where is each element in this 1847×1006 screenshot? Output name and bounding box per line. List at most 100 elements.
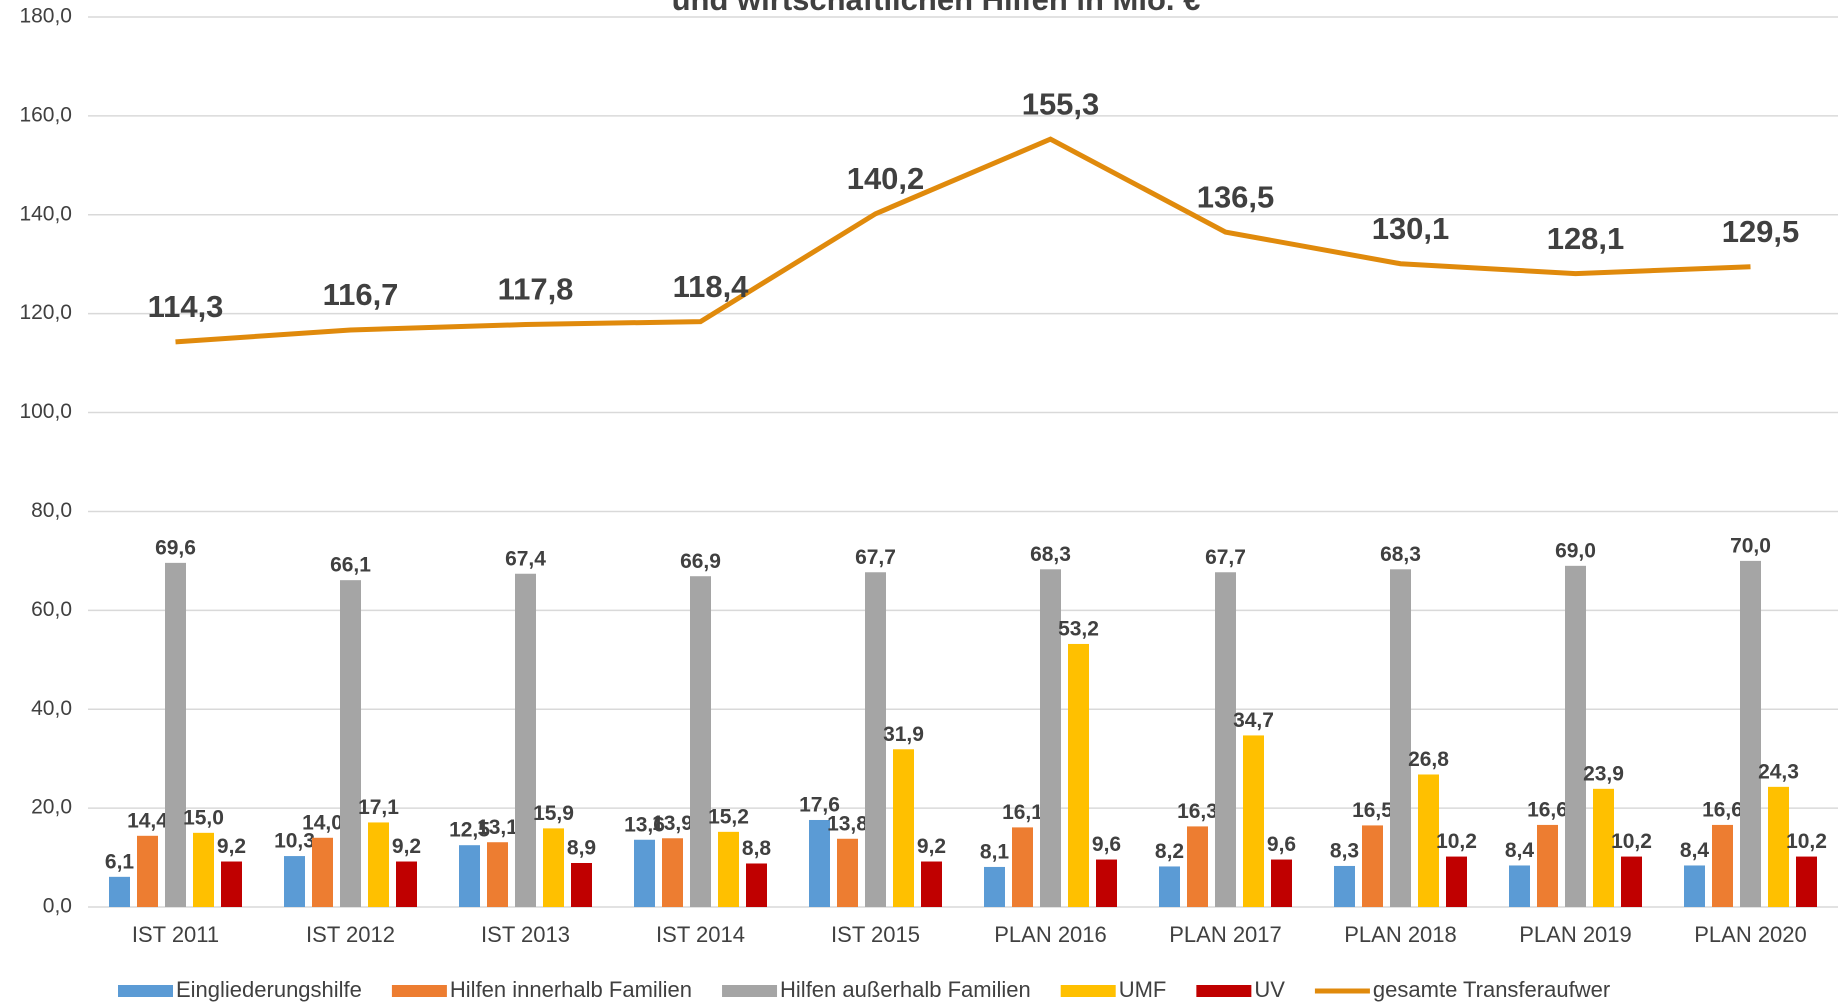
bar: [1446, 857, 1467, 907]
bar: [1712, 825, 1733, 907]
bar: [109, 877, 130, 907]
bar: [137, 836, 158, 907]
bar-value-label: 70,0: [1730, 534, 1771, 557]
bar-value-label: 16,5: [1352, 799, 1393, 822]
line-value-label: 130,1: [1372, 211, 1450, 246]
bar: [837, 839, 858, 907]
bar-value-label: 16,6: [1527, 798, 1568, 821]
line-value-label: 129,5: [1722, 214, 1800, 249]
bar-value-label: 13,1: [477, 816, 518, 839]
bar-value-label: 8,1: [980, 840, 1010, 863]
bar-value-label: 34,7: [1233, 709, 1274, 732]
bar-value-label: 9,2: [392, 835, 421, 858]
bar: [1012, 827, 1033, 907]
bar: [690, 576, 711, 907]
bar-value-label: 68,3: [1380, 543, 1421, 566]
y-tick-label: 100,0: [19, 400, 72, 423]
bar-value-label: 26,8: [1408, 748, 1449, 771]
line-value-label: 128,1: [1547, 221, 1625, 256]
bar-value-label: 16,1: [1002, 801, 1043, 824]
bar: [543, 828, 564, 907]
bar-value-label: 9,2: [917, 835, 946, 858]
bar-value-label: 67,7: [1205, 546, 1246, 569]
line-value-label: 116,7: [323, 277, 399, 312]
line-value-label: 114,3: [148, 289, 224, 324]
bar: [312, 838, 333, 907]
y-tick-label: 40,0: [31, 697, 72, 720]
y-tick-label: 80,0: [31, 499, 72, 522]
bar: [1796, 857, 1817, 907]
bar-value-label: 16,6: [1702, 798, 1743, 821]
bar-value-label: 69,0: [1555, 539, 1596, 562]
bar: [1096, 860, 1117, 907]
bar-value-label: 6,1: [105, 850, 135, 873]
x-tick-label: PLAN 2017: [1169, 922, 1282, 947]
bar-value-label: 68,3: [1030, 543, 1071, 566]
bar-value-label: 24,3: [1758, 760, 1799, 783]
legend-swatch: [722, 985, 777, 997]
bar-value-label: 10,2: [1436, 830, 1477, 853]
bar-value-label: 8,3: [1330, 840, 1359, 863]
y-tick-label: 120,0: [19, 301, 72, 324]
x-tick-label: IST 2011: [132, 922, 219, 947]
bar: [1621, 857, 1642, 907]
legend-swatch: [392, 985, 447, 997]
line: [176, 139, 1751, 342]
bar: [487, 842, 508, 907]
bar: [1068, 644, 1089, 907]
legend-label: Eingliederungshilfe: [176, 977, 362, 1002]
bar-value-label: 17,1: [358, 796, 399, 819]
legend-label: Hilfen innerhalb Familien: [450, 977, 692, 1002]
bar-value-label: 9,6: [1092, 833, 1121, 856]
y-tick-label: 140,0: [19, 202, 72, 225]
bar-value-label: 13,9: [652, 812, 693, 835]
y-tick-label: 60,0: [31, 598, 72, 621]
legend-swatch: [1196, 985, 1251, 997]
x-tick-label: IST 2015: [831, 922, 920, 947]
bar: [1334, 866, 1355, 907]
bar-value-label: 23,9: [1583, 762, 1624, 785]
legend-swatch: [118, 985, 173, 997]
legend-label: UV: [1254, 977, 1285, 1002]
bar: [1159, 866, 1180, 907]
x-tick-label: PLAN 2019: [1519, 922, 1632, 947]
bar: [459, 845, 480, 907]
bar: [1271, 860, 1292, 907]
line-value-label: 140,2: [847, 161, 925, 196]
bar-value-label: 66,1: [330, 554, 371, 577]
bar-value-label: 66,9: [680, 550, 721, 573]
bar-value-label: 67,4: [505, 547, 546, 570]
bar: [515, 574, 536, 907]
x-tick-label: PLAN 2018: [1344, 922, 1457, 947]
bar: [193, 833, 214, 907]
bar-value-label: 8,4: [1505, 839, 1535, 862]
bar-value-label: 9,6: [1267, 833, 1296, 856]
bar-value-label: 10,2: [1786, 830, 1827, 853]
line-value-label: 155,3: [1022, 86, 1100, 121]
bar-value-label: 69,6: [155, 536, 196, 559]
y-tick-label: 180,0: [19, 5, 72, 28]
bar: [284, 856, 305, 907]
bar-value-label: 15,9: [533, 802, 574, 825]
bar-value-label: 67,7: [855, 546, 896, 569]
bar: [1243, 735, 1264, 907]
bar-value-label: 8,4: [1680, 839, 1710, 862]
line-value-label: 136,5: [1197, 179, 1275, 214]
bar-value-label: 9,2: [217, 835, 246, 858]
bar: [921, 862, 942, 907]
bar: [340, 580, 361, 907]
line-value-label: 117,8: [498, 272, 574, 307]
bar: [1509, 865, 1530, 907]
bar: [165, 563, 186, 907]
bar-value-label: 13,8: [827, 812, 868, 835]
bar: [1565, 566, 1586, 907]
bar-value-label: 8,9: [567, 837, 596, 860]
bar: [1684, 865, 1705, 907]
bar-value-label: 15,2: [708, 805, 749, 828]
bar: [1362, 825, 1383, 907]
x-tick-label: IST 2014: [656, 922, 745, 947]
legend-label: UMF: [1119, 977, 1167, 1002]
x-tick-label: PLAN 2020: [1694, 922, 1807, 947]
legend-label: Hilfen außerhalb Familien: [780, 977, 1031, 1002]
bar: [221, 862, 242, 907]
